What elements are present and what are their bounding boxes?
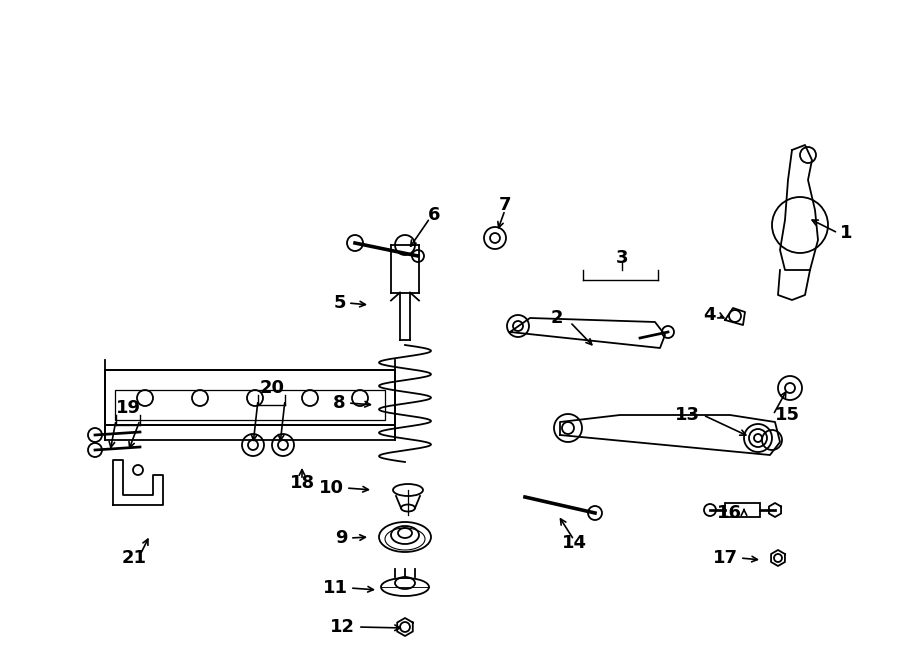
Text: 7: 7 — [499, 196, 511, 214]
Text: 8: 8 — [333, 394, 346, 412]
Text: 13: 13 — [675, 406, 700, 424]
Text: 2: 2 — [551, 309, 563, 327]
Text: 12: 12 — [330, 618, 355, 636]
Text: 17: 17 — [713, 549, 738, 567]
Text: 18: 18 — [290, 474, 315, 492]
Text: 11: 11 — [323, 579, 348, 597]
Text: 14: 14 — [562, 534, 587, 552]
Text: 9: 9 — [336, 529, 348, 547]
Text: 15: 15 — [775, 406, 800, 424]
Text: 6: 6 — [428, 206, 440, 224]
Text: 21: 21 — [122, 549, 147, 567]
Text: 1: 1 — [840, 224, 852, 242]
Text: 19: 19 — [115, 399, 140, 417]
Text: 16: 16 — [717, 504, 742, 522]
Text: 20: 20 — [259, 379, 284, 397]
Text: 10: 10 — [319, 479, 344, 497]
Text: 5: 5 — [334, 294, 346, 312]
Text: 3: 3 — [616, 249, 628, 267]
Text: 4: 4 — [704, 306, 716, 324]
